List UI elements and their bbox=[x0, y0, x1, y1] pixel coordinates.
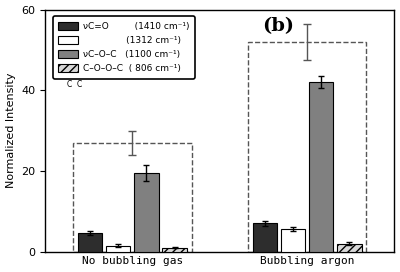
Text: (b): (b) bbox=[262, 17, 294, 35]
Bar bbox=[78, 233, 102, 252]
Text: C  C: C C bbox=[67, 80, 82, 89]
Bar bbox=[281, 229, 305, 252]
Bar bbox=[162, 248, 187, 252]
Bar bbox=[309, 82, 333, 252]
Bar bbox=[106, 246, 130, 252]
Y-axis label: Normalized Intensity: Normalized Intensity bbox=[6, 73, 16, 188]
Text: /\: /\ bbox=[70, 70, 79, 79]
Legend: νC=O         (1410 cm⁻¹),                (1312 cm⁻¹), νC–O–C   (1100 cm⁻¹), C–O–: νC=O (1410 cm⁻¹), (1312 cm⁻¹), νC–O–C (1… bbox=[53, 17, 195, 79]
Bar bbox=[134, 173, 159, 252]
Text: O: O bbox=[72, 60, 78, 69]
Bar bbox=[337, 243, 362, 252]
Bar bbox=[253, 223, 277, 252]
Bar bbox=[248, 42, 366, 252]
Bar bbox=[73, 143, 192, 252]
